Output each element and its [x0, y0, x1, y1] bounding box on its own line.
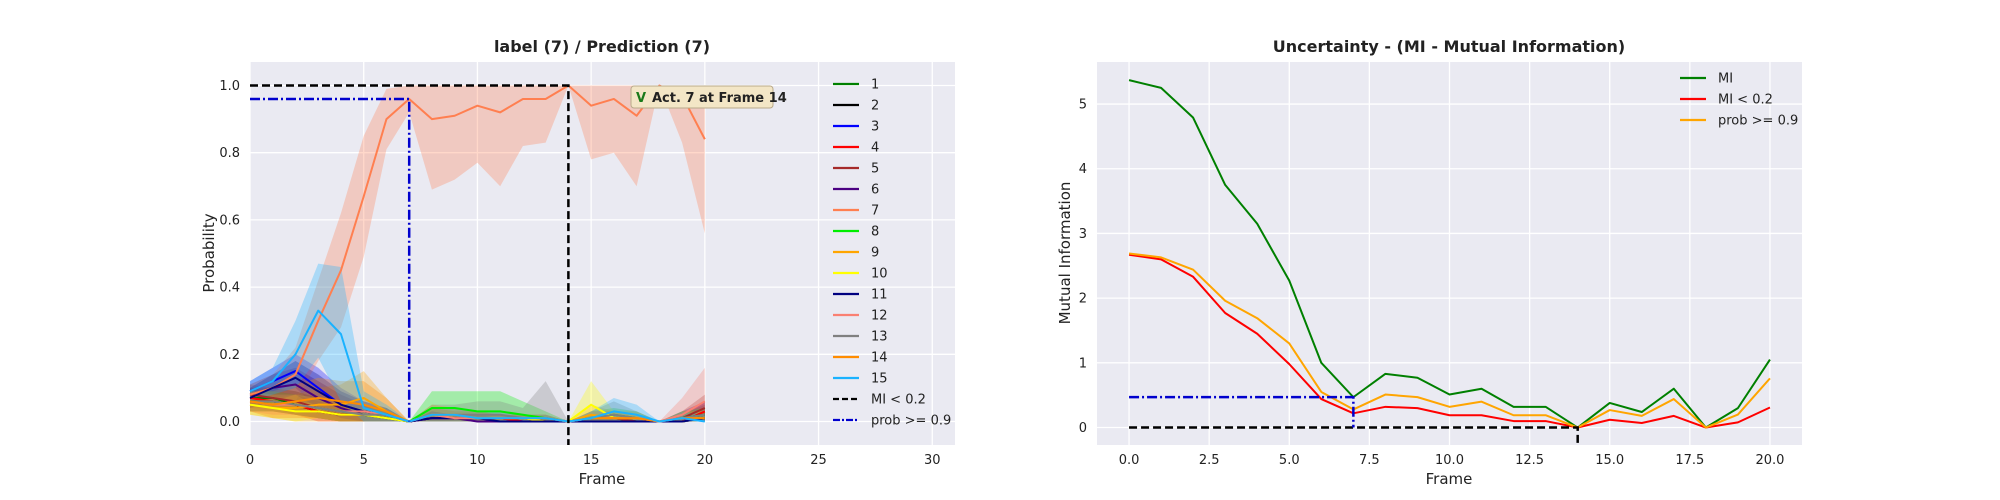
legend-label: 3 — [871, 120, 879, 135]
x-tick-label: 5 — [360, 453, 368, 468]
x-tick-label: 20.0 — [1755, 453, 1784, 468]
series-15-line — [249, 309, 705, 423]
legend-label: 11 — [871, 288, 888, 303]
prob-threshold-line — [250, 97, 411, 422]
uncertainty-x-axis-label: Frame — [1426, 470, 1473, 488]
prob-threshold-line — [1129, 395, 1355, 428]
x-tick-label: 20 — [697, 453, 714, 468]
legend-label: 2 — [871, 99, 879, 114]
probability-reference-lines — [250, 84, 570, 445]
probability-chart: 0 5 10 15 20 25 300.00.20.40.60.81.0 label (7)… — [200, 37, 955, 488]
y-tick-label: 3 — [1079, 227, 1087, 242]
x-tick-label: 0 — [246, 453, 254, 468]
action-annotation: V Act. 7 at Frame 14 — [630, 85, 787, 109]
legend-label: 15 — [871, 372, 888, 387]
legend-label: prob >= 0.9 — [1718, 114, 1798, 129]
y-tick-label: 0 — [1079, 421, 1087, 436]
series-7-line — [249, 84, 706, 396]
annotation-box — [630, 85, 774, 109]
x-tick-label: 2.5 — [1199, 453, 1220, 468]
y-tick-label: 0.4 — [219, 281, 240, 296]
annotation-text: Act. 7 at Frame 14 — [652, 91, 787, 106]
legend-label: 7 — [871, 204, 879, 219]
probability-y-axis-label: Probability — [200, 213, 218, 292]
mi-threshold-line — [250, 84, 570, 445]
legend-label: prob >= 0.9 — [871, 414, 951, 429]
series-13-line — [250, 400, 705, 423]
legend-label: 9 — [871, 246, 879, 261]
series-7-band — [250, 85, 705, 405]
uncertainty-legend: MI MI < 0.2 prob >= 0.9 — [1680, 72, 1798, 129]
annotation-mark: V — [636, 91, 646, 106]
probability-chart-title: label (7) / Prediction (7) — [494, 37, 710, 56]
y-tick-label: 0.0 — [219, 415, 240, 430]
x-tick-label: 10 — [469, 453, 486, 468]
y-tick-label: 2 — [1079, 292, 1087, 307]
x-tick-label: 15 — [583, 453, 600, 468]
uncertainty-tick-labels: 0.0 2.5 5.0 7.5 10.0 12.5 15.0 17.5 20.0 0 1 2 3 4 5 — [1079, 98, 1785, 468]
uncertainty-chart-title: Uncertainty - (MI - Mutual Information) — [1273, 37, 1625, 56]
uncertainty-lines — [1128, 79, 1771, 429]
x-tick-label: 7.5 — [1359, 453, 1380, 468]
x-tick-label: 15.0 — [1595, 453, 1624, 468]
y-tick-label: 0.6 — [219, 213, 240, 228]
x-tick-label: 25 — [810, 453, 827, 468]
uncertainty-reference-lines — [1129, 395, 1579, 445]
probability-tick-labels: 0 5 10 15 20 25 300.00.20.40.60.81.0 — [219, 79, 940, 468]
series-1-band — [250, 387, 705, 422]
uncertainty-grid — [1097, 62, 1802, 445]
x-tick-label: 12.5 — [1515, 453, 1544, 468]
y-tick-label: 4 — [1079, 162, 1087, 177]
probability-lines — [249, 84, 706, 423]
mi-threshold-line — [1129, 426, 1579, 445]
legend-label: 12 — [871, 309, 888, 324]
y-tick-label: 0.2 — [219, 348, 240, 363]
series-prob-0-9-line — [1128, 252, 1771, 429]
series-MI-0-2-line — [1128, 253, 1771, 429]
legend-label: MI < 0.2 — [1718, 93, 1773, 108]
legend-label: 4 — [871, 141, 879, 156]
legend-label: 8 — [871, 225, 879, 240]
y-tick-label: 1.0 — [219, 79, 240, 94]
legend-label: 10 — [871, 267, 888, 282]
y-tick-label: 1 — [1079, 356, 1087, 371]
series-15-band — [250, 263, 705, 422]
x-tick-label: 10.0 — [1435, 453, 1464, 468]
legend-label: 14 — [871, 351, 888, 366]
x-tick-label: 17.5 — [1675, 453, 1704, 468]
uncertainty-chart: 0.0 2.5 5.0 7.5 10.0 12.5 15.0 17.5 20.0 0 1 2 3 4 5 U… — [1056, 37, 1802, 488]
uncertainty-y-axis-label: Mutual Information — [1056, 182, 1074, 325]
x-tick-label: 0.0 — [1119, 453, 1140, 468]
y-tick-label: 0.8 — [219, 146, 240, 161]
legend-label: MI — [1718, 72, 1733, 87]
legend-label: 1 — [871, 78, 879, 93]
legend-label: 6 — [871, 183, 879, 198]
x-tick-label: 30 — [924, 453, 941, 468]
series-MI-line — [1128, 79, 1771, 429]
series-4-band — [250, 387, 705, 422]
probability-x-axis-label: Frame — [579, 470, 626, 488]
y-tick-label: 5 — [1079, 98, 1087, 113]
legend-label: 5 — [871, 162, 879, 177]
legend-label: 13 — [871, 330, 888, 345]
legend-label: MI < 0.2 — [871, 393, 926, 408]
x-tick-label: 5.0 — [1279, 453, 1300, 468]
